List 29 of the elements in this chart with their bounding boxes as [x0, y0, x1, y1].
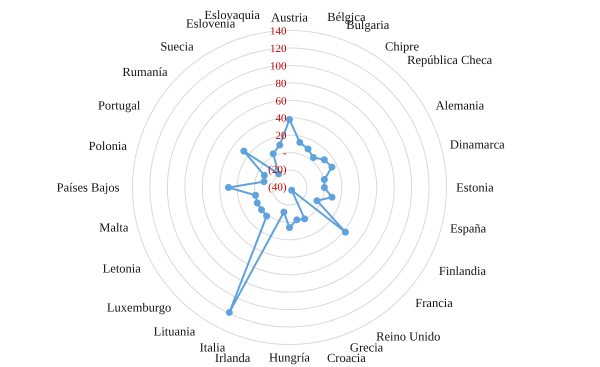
spoke-label: Malta [99, 220, 129, 235]
spoke-label: Reino Unido [376, 329, 440, 344]
y-tick-label: 40 [276, 112, 287, 125]
spoke-label: Polonia [88, 139, 128, 154]
y-tick-label: 120 [270, 42, 287, 55]
spoke-label: Suecia [160, 39, 194, 54]
y-tick-label: 140 [270, 26, 287, 38]
spoke-label: Finlandia [438, 264, 487, 278]
spoke-label: Letonia [102, 261, 142, 276]
spoke-label: Luxemburgo [106, 300, 172, 314]
spoke-label: Alemania [436, 98, 485, 112]
spoke-label: Lituania [154, 324, 196, 339]
spoke-label: Irlanda [214, 350, 251, 365]
spoke-label: Estonia [456, 180, 494, 194]
y-tick-label: - [282, 148, 287, 160]
spoke-label: Francia [415, 296, 454, 310]
y-tick-label: 60 [276, 95, 287, 108]
spoke-label: Chipre [384, 39, 420, 54]
spoke-label: Países Bajos [56, 180, 120, 194]
y-tick-label: (40) [268, 182, 287, 194]
spoke-label: República Checa [407, 52, 493, 67]
spoke-label: Dinamarca [450, 138, 506, 152]
spoke-label: Hungría [269, 350, 310, 364]
spoke-label: Rumanía [122, 65, 168, 80]
y-tick-label: 80 [276, 78, 287, 90]
spoke-label: Austria [271, 10, 308, 24]
y-tick-label: 100 [270, 60, 287, 72]
spoke-label: España [450, 221, 487, 236]
spoke-label: Portugal [98, 98, 141, 112]
